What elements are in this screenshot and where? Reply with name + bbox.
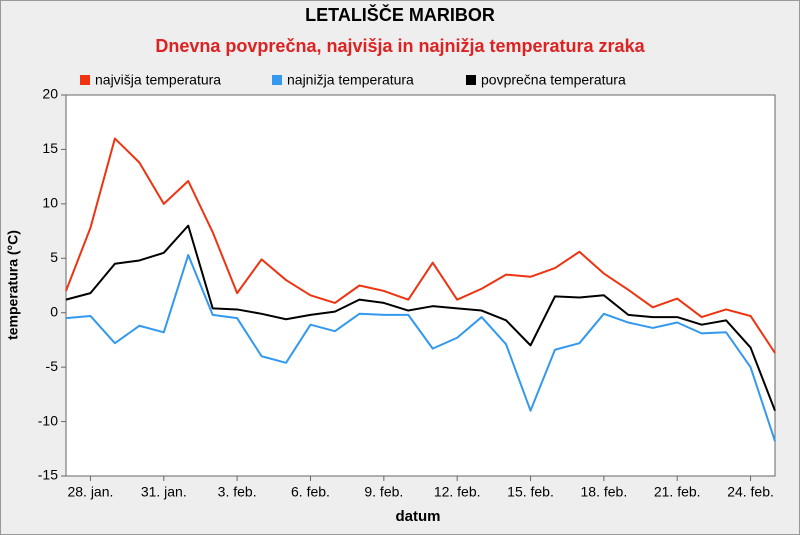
y-tick-label: 15 — [42, 140, 58, 156]
legend-swatch — [272, 75, 282, 85]
legend-label: najnižja temperatura — [287, 72, 414, 88]
plot-area — [65, 94, 776, 477]
legend-swatch — [466, 75, 476, 85]
x-tick-label: 18. feb. — [581, 484, 628, 500]
y-tick-label: -5 — [46, 358, 59, 374]
series-line — [65, 254, 776, 442]
x-tick-label: 28. jan. — [67, 484, 113, 500]
x-tick-label: 3. feb. — [218, 484, 257, 500]
series-line — [65, 224, 776, 412]
legend-label: povprečna temperatura — [481, 72, 626, 88]
y-axis-label: temperatura (°C) — [5, 230, 21, 340]
y-tick-label: 5 — [50, 249, 58, 265]
x-tick-label: 6. feb. — [291, 484, 330, 500]
y-tick-label: -10 — [38, 412, 58, 428]
y-tick-label: 10 — [42, 195, 58, 211]
x-axis-label: datum — [396, 508, 441, 525]
chart-subtitle: Dnevna povprečna, najvišja in najnižja t… — [155, 36, 645, 56]
y-tick-label: -15 — [38, 467, 58, 483]
x-tick-label: 15. feb. — [507, 484, 554, 500]
y-tick-label: 20 — [42, 86, 58, 102]
x-tick-label: 12. feb. — [434, 484, 481, 500]
y-tick-label: 0 — [50, 303, 58, 319]
x-tick-label: 21. feb. — [654, 484, 701, 500]
legend-label: najvišja temperatura — [95, 72, 221, 88]
legend-swatch — [80, 75, 90, 85]
x-tick-label: 9. feb. — [364, 484, 403, 500]
x-tick-label: 31. jan. — [141, 484, 187, 500]
x-tick-label: 24. feb. — [727, 484, 774, 500]
chart-title: LETALIŠČE MARIBOR — [305, 4, 495, 25]
series-line — [65, 137, 776, 354]
